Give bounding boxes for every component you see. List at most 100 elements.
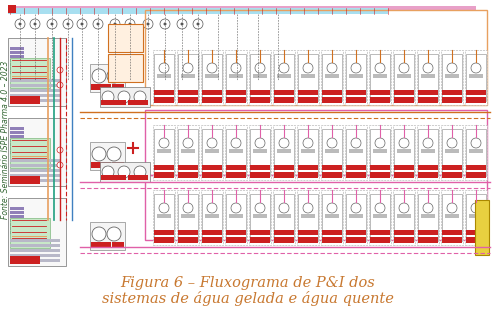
Bar [202, 237, 222, 243]
Bar [177, 125, 199, 180]
Circle shape [447, 63, 457, 73]
Bar [469, 74, 483, 78]
Bar [226, 129, 246, 176]
Circle shape [255, 203, 265, 213]
Bar [10, 55, 24, 58]
Bar [10, 211, 24, 214]
Bar [154, 90, 174, 95]
Bar [154, 237, 174, 243]
Bar [10, 249, 60, 252]
Bar [101, 175, 126, 180]
Bar [418, 129, 438, 176]
Bar [393, 190, 415, 245]
Bar [226, 165, 246, 170]
Bar [322, 97, 342, 103]
Bar [274, 194, 294, 241]
Bar [322, 237, 342, 243]
Bar [8, 6, 476, 10]
Bar [417, 125, 439, 180]
Circle shape [303, 203, 313, 213]
Bar [250, 90, 270, 95]
Circle shape [255, 138, 265, 148]
Bar [274, 172, 294, 178]
Bar [10, 67, 24, 70]
Bar [421, 214, 435, 218]
Bar [10, 127, 24, 130]
Bar [202, 97, 222, 103]
Bar [10, 131, 24, 134]
Bar [250, 129, 270, 176]
Bar [250, 54, 270, 101]
Circle shape [327, 63, 337, 73]
Bar [10, 147, 24, 150]
Circle shape [107, 227, 121, 241]
Bar [274, 237, 294, 243]
Bar [202, 172, 222, 178]
Bar [8, 198, 66, 266]
Circle shape [207, 63, 217, 73]
Bar [346, 237, 366, 243]
Bar [346, 129, 366, 176]
Bar [153, 50, 175, 105]
Bar [369, 125, 391, 180]
Bar [10, 174, 60, 177]
Circle shape [279, 203, 289, 213]
Bar [90, 222, 125, 250]
Bar [418, 90, 438, 95]
Circle shape [30, 19, 40, 29]
Bar [154, 129, 174, 176]
Circle shape [255, 63, 265, 73]
Bar [277, 74, 291, 78]
Bar [370, 54, 390, 101]
Bar [226, 97, 246, 103]
Bar [346, 165, 366, 170]
Bar [466, 172, 486, 178]
Bar [465, 50, 487, 105]
Circle shape [327, 138, 337, 148]
Bar [253, 214, 267, 218]
Bar [100, 162, 150, 182]
Bar [178, 172, 198, 178]
Bar [10, 231, 24, 234]
Bar [325, 214, 339, 218]
Circle shape [134, 166, 146, 178]
Bar [466, 54, 486, 101]
Bar [418, 194, 438, 241]
Bar [442, 172, 462, 178]
Bar [10, 47, 24, 50]
Bar [417, 50, 439, 105]
Circle shape [107, 69, 121, 83]
Bar [10, 207, 24, 210]
Circle shape [125, 19, 135, 29]
Bar [322, 165, 342, 170]
Circle shape [92, 147, 106, 161]
Bar [10, 71, 24, 74]
Circle shape [57, 162, 63, 168]
Bar [397, 214, 411, 218]
Bar [250, 237, 270, 243]
Circle shape [375, 203, 385, 213]
Bar [465, 125, 487, 180]
Bar [298, 172, 318, 178]
Text: Figura 6 – Fluxograma de P&I dos: Figura 6 – Fluxograma de P&I dos [121, 276, 375, 290]
Bar [445, 74, 459, 78]
Bar [394, 97, 414, 103]
Bar [181, 149, 195, 153]
Bar [421, 149, 435, 153]
Bar [349, 149, 363, 153]
Bar [226, 54, 246, 101]
Bar [370, 165, 390, 170]
Bar [181, 214, 195, 218]
Bar [297, 190, 319, 245]
Bar [397, 74, 411, 78]
Circle shape [303, 138, 313, 148]
Circle shape [447, 203, 457, 213]
Circle shape [183, 203, 193, 213]
Bar [157, 149, 171, 153]
Bar [394, 54, 414, 101]
Bar [373, 214, 387, 218]
Bar [145, 110, 487, 175]
Bar [10, 143, 24, 146]
Bar [370, 194, 390, 241]
Circle shape [183, 63, 193, 73]
